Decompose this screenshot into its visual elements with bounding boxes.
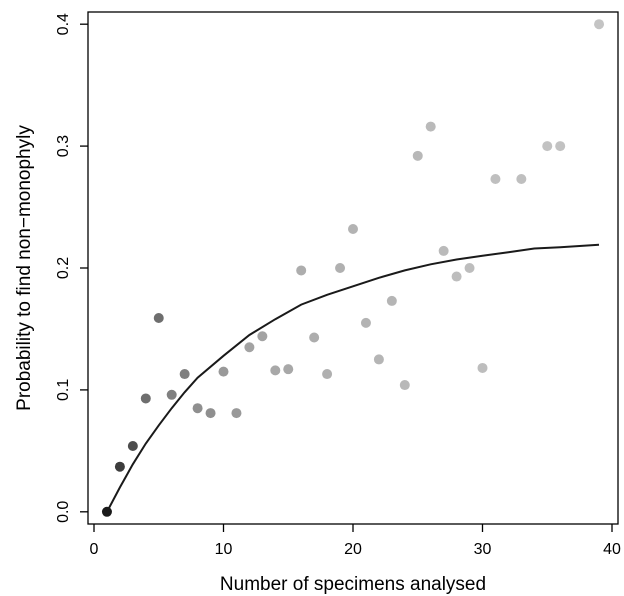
data-point [179,369,190,380]
data-point [114,461,125,472]
data-point [425,121,436,132]
data-point [192,403,203,414]
data-points [101,19,605,517]
data-point [335,263,346,273]
y-tick-label: 0.3 [55,135,72,157]
data-point [348,223,358,234]
y-tick-label: 0.4 [55,13,72,35]
data-point [127,440,138,451]
data-point [257,331,268,342]
data-point [594,19,605,30]
data-point [322,369,333,380]
y-tick-label: 0.2 [55,257,72,279]
x-axis-title: Number of specimens analysed [220,574,486,595]
y-axis: 0.0 0.1 0.2 0.3 0.4 [55,13,88,523]
data-point [516,174,527,185]
x-tick-label: 40 [603,541,621,558]
data-point [373,354,384,365]
data-point [166,389,177,400]
data-point [283,364,294,375]
data-point [542,141,553,152]
x-tick-label: 10 [215,541,233,558]
data-point [451,271,462,282]
data-point [464,263,475,273]
data-point [386,295,397,306]
data-point [477,362,488,373]
x-tick-label: 20 [344,541,362,558]
data-point [438,245,449,256]
y-axis-title: Probability to find non−monophyly [14,125,35,411]
data-point [399,380,410,391]
data-point [140,393,151,404]
data-point [490,174,501,185]
plot-frame [87,11,619,525]
data-point [555,141,566,152]
x-tick-label: 30 [474,541,492,558]
x-axis: 0 10 20 30 40 [90,524,621,558]
fit-curve [106,243,600,513]
data-point [244,342,255,353]
data-point [153,312,164,323]
data-point [101,506,112,517]
data-point [360,317,371,328]
data-point [296,265,307,276]
data-point [270,365,281,376]
data-point [412,150,423,161]
data-point [205,408,216,419]
x-tick-label: 0 [90,541,99,558]
data-point [309,332,320,343]
y-tick-label: 0.1 [55,379,72,401]
y-tick-label: 0.0 [55,501,72,523]
data-point [218,366,229,377]
data-point [231,408,242,419]
